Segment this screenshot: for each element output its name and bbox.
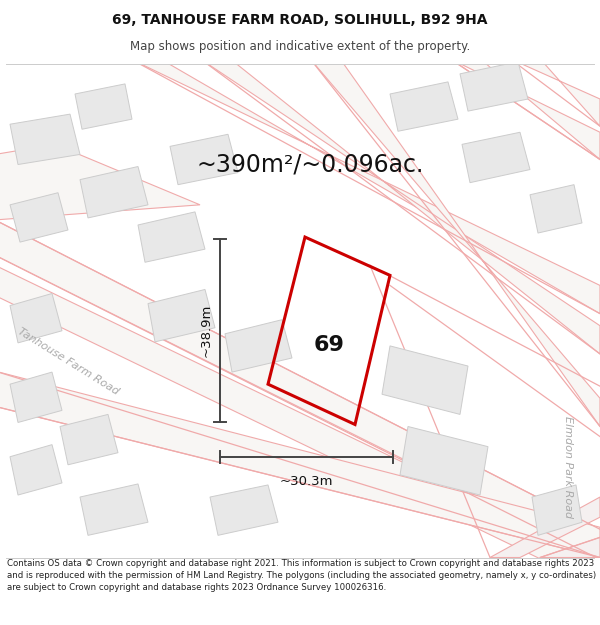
Text: Contains OS data © Crown copyright and database right 2021. This information is : Contains OS data © Crown copyright and d…: [7, 559, 596, 592]
Polygon shape: [490, 497, 600, 558]
Polygon shape: [0, 371, 600, 558]
Text: ~390m²/~0.096ac.: ~390m²/~0.096ac.: [196, 152, 424, 176]
Polygon shape: [10, 444, 62, 495]
Polygon shape: [310, 59, 600, 426]
Polygon shape: [460, 62, 528, 111]
Polygon shape: [210, 485, 278, 536]
Polygon shape: [10, 192, 68, 242]
Polygon shape: [10, 114, 80, 164]
Polygon shape: [130, 59, 600, 314]
Polygon shape: [80, 166, 148, 218]
Polygon shape: [10, 294, 62, 343]
Text: 69, TANHOUSE FARM ROAD, SOLIHULL, B92 9HA: 69, TANHOUSE FARM ROAD, SOLIHULL, B92 9H…: [112, 12, 488, 27]
Polygon shape: [170, 134, 238, 184]
Polygon shape: [0, 220, 600, 558]
Polygon shape: [450, 59, 600, 159]
Polygon shape: [60, 414, 118, 465]
Polygon shape: [400, 426, 488, 495]
Polygon shape: [530, 184, 582, 233]
Polygon shape: [462, 132, 530, 182]
Polygon shape: [540, 538, 600, 558]
Text: ~30.3m: ~30.3m: [280, 475, 333, 488]
Polygon shape: [148, 289, 215, 342]
Polygon shape: [138, 212, 205, 262]
Polygon shape: [390, 82, 458, 131]
Polygon shape: [10, 372, 62, 423]
Polygon shape: [200, 59, 600, 354]
Text: ~38.9m: ~38.9m: [199, 304, 212, 358]
Polygon shape: [0, 144, 200, 220]
Polygon shape: [80, 484, 148, 536]
Polygon shape: [75, 84, 132, 129]
Polygon shape: [225, 320, 292, 372]
Polygon shape: [0, 265, 600, 588]
Text: 69: 69: [314, 336, 345, 356]
Text: Map shows position and indicative extent of the property.: Map shows position and indicative extent…: [130, 39, 470, 52]
Polygon shape: [532, 485, 582, 536]
Polygon shape: [382, 346, 468, 414]
Text: Tanhouse Farm Road: Tanhouse Farm Road: [16, 326, 121, 396]
Text: Elmdon Park Road: Elmdon Park Road: [563, 416, 573, 518]
Polygon shape: [510, 59, 600, 126]
